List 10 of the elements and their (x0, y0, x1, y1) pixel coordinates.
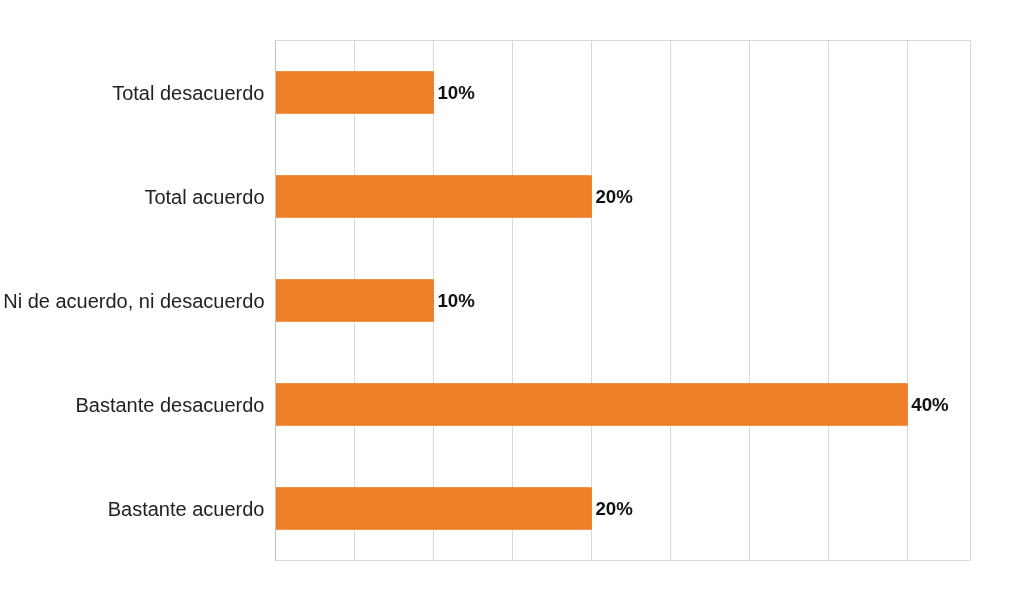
y-tick-label: Total desacuerdo (112, 81, 265, 104)
y-tick-label: Bastante desacuerdo (75, 393, 265, 416)
y-tick-label: Total acuerdo (144, 185, 265, 208)
data-label: 40% (911, 394, 950, 415)
data-label: 10% (437, 82, 476, 103)
data-label: 10% (437, 290, 476, 311)
y-tick-label: Bastante acuerdo (107, 497, 265, 520)
data-label: 20% (595, 186, 634, 207)
data-label: 20% (595, 498, 634, 519)
y-tick-label: Ni de acuerdo, ni desacuerdo (3, 289, 265, 312)
